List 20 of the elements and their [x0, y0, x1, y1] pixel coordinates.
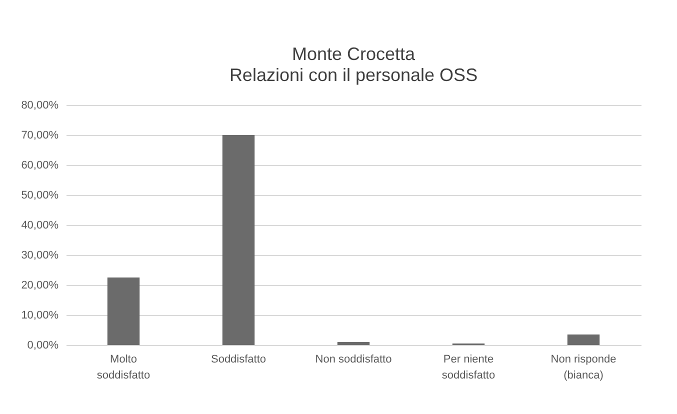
bar	[337, 342, 370, 345]
y-tick-label: 20,00%	[21, 280, 59, 292]
bar	[567, 334, 600, 345]
x-tick-label: Per niente soddisfatto	[442, 354, 496, 382]
y-tick-label: 60,00%	[21, 160, 59, 172]
x-tick-label: Non soddisfatto	[315, 354, 392, 366]
y-tick-label: 80,00%	[21, 100, 59, 112]
y-tick-label: 0,00%	[27, 340, 59, 352]
x-tick-label: Soddisfatto	[210, 354, 266, 366]
x-tick-label: Molto soddisfatto	[96, 354, 150, 382]
y-tick-label: 10,00%	[21, 310, 59, 322]
x-tick-label: Non risponde (bianca)	[550, 354, 616, 382]
chart-subtitle: Relazioni con il personale OSS	[229, 65, 478, 85]
y-tick-label: 30,00%	[21, 250, 59, 262]
y-tick-label: 40,00%	[21, 220, 59, 232]
y-tick-label: 70,00%	[21, 130, 59, 142]
y-tick-label: 50,00%	[21, 190, 59, 202]
bar	[222, 135, 255, 345]
chart-title: Monte Crocetta	[292, 44, 416, 64]
bar	[107, 278, 140, 345]
